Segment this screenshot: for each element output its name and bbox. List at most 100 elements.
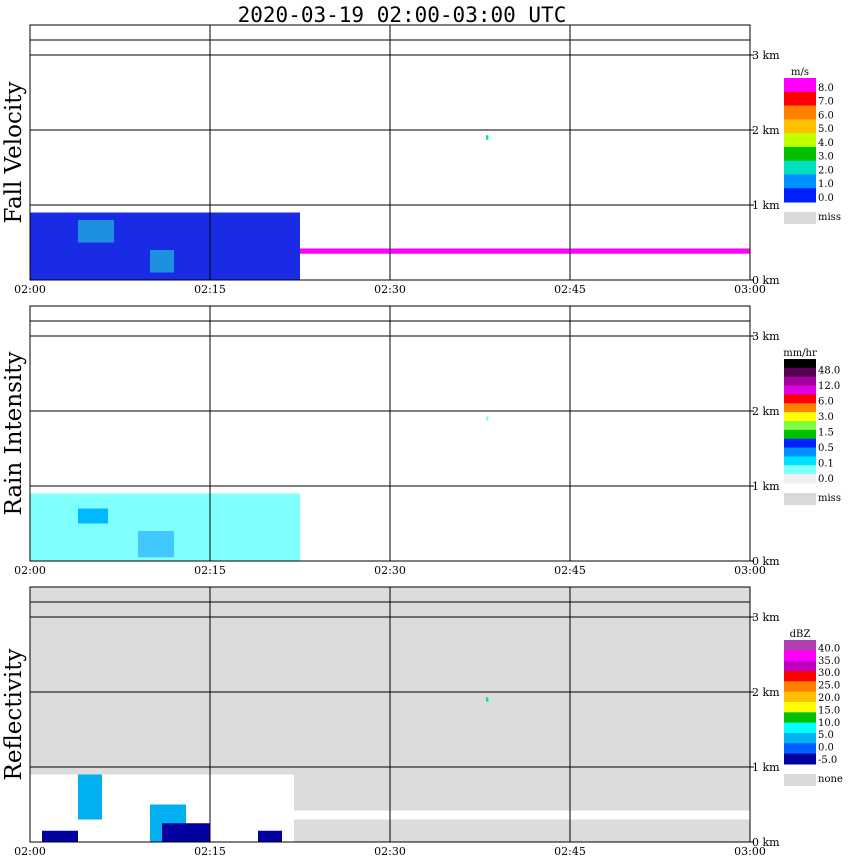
fall-velocity-data-cell-3: [300, 248, 750, 254]
rain-intensity-panel: 02:00 02:15 02:30 02:45 03:000 km 1 km 2 km 3 k…: [1, 305, 841, 577]
rain-intensity-data-cell-2: [138, 531, 174, 558]
reflectivity-legend-swatch-11: [784, 753, 816, 765]
reflectivity-legend-label-3: 25.0: [818, 681, 840, 692]
reflectivity-legend-swatch-5: [784, 691, 816, 703]
reflectivity-data-cell-6: [258, 830, 282, 842]
fall-velocity-legend-swatch-0: [784, 78, 816, 93]
reflectivity-x-tick-label-0: 02:00: [14, 845, 46, 858]
reflectivity-legend-label-0: 40.0: [818, 643, 840, 654]
reflectivity-legend-swatch-8: [784, 722, 816, 734]
reflectivity-legend-unit: dBZ: [790, 629, 811, 640]
rain-intensity-y-tick-label-3: 3 km: [752, 330, 780, 343]
rain-intensity-y-tick-label-1: 1 km: [752, 480, 780, 493]
rain-intensity-legend-label-5: 0.5: [818, 443, 834, 454]
rain-intensity-legend-swatch-3: [784, 385, 816, 395]
reflectivity-legend-swatch-0: [784, 640, 816, 651]
fall-velocity-legend-swatch-4: [784, 133, 816, 148]
reflectivity-y-tick-label-0: 0 km: [752, 836, 780, 849]
reflectivity-legend-swatch-4: [784, 681, 816, 693]
reflectivity-x-tick-label-1: 02:15: [194, 845, 226, 858]
reflectivity-x-tick-label-3: 02:45: [554, 845, 586, 858]
reflectivity-legend-swatch-7: [784, 712, 816, 724]
reflectivity-legend-label-7: 5.0: [818, 730, 834, 741]
rain-intensity-x-tick-label-4: 03:00: [734, 564, 766, 577]
reflectivity-legend-swatch-10: [784, 743, 816, 755]
reflectivity-legend-label-4: 20.0: [818, 693, 840, 704]
rain-intensity-legend-swatch-13: [784, 474, 816, 484]
fall-velocity-legend-swatch-8: [784, 188, 816, 203]
fall-velocity-x-tick-label-4: 03:00: [734, 283, 766, 296]
reflectivity-legend-swatch-3: [784, 671, 816, 682]
reflectivity-legend-swatch-6: [784, 702, 816, 713]
rain-intensity-x-tick-label-3: 02:45: [554, 564, 586, 577]
reflectivity-y-tick-label-2: 2 km: [752, 686, 780, 699]
reflectivity-legend-label-6: 10.0: [818, 718, 840, 729]
rain-intensity-legend-swatch-5: [784, 403, 816, 413]
rain-intensity-legend-label-0: 48.0: [818, 366, 840, 377]
rain-intensity-y-tick-label-0: 0 km: [752, 555, 780, 568]
reflectivity-legend-label-8: 0.0: [818, 743, 834, 754]
fall-velocity-legend-missing-swatch: [784, 212, 816, 224]
rain-intensity-legend-swatch-11: [784, 456, 816, 466]
fall-velocity-legend-unit: m/s: [791, 67, 809, 78]
fall-velocity-panel: 02:00 02:15 02:30 02:45 03:000 km 1 km 2 km 3 k…: [1, 24, 841, 296]
rain-intensity-legend-swatch-0: [784, 359, 816, 369]
reflectivity-legend-label-1: 35.0: [818, 656, 840, 667]
reflectivity-data-cell-7: [486, 697, 489, 702]
reflectivity-legend-swatch-1: [784, 650, 816, 662]
reflectivity-data-cell-2: [78, 774, 102, 820]
reflectivity-legend-label-2: 30.0: [818, 668, 840, 679]
rain-intensity-legend-swatch-9: [784, 438, 816, 449]
fall-velocity-frame: [29, 24, 751, 281]
rain-intensity-legend-label-7: 0.0: [818, 474, 834, 485]
rain-intensity-legend-swatch-10: [784, 447, 816, 457]
rain-intensity-legend-swatch-8: [784, 429, 816, 440]
fall-velocity-legend-label-3: 5.0: [818, 124, 834, 135]
rain-intensity-frame: [29, 305, 751, 562]
reflectivity-x-tick-label-2: 02:30: [374, 845, 406, 858]
fall-velocity-legend-swatch-2: [784, 105, 816, 120]
rain-intensity-legend-swatch-7: [784, 421, 816, 431]
reflectivity-legend-label-9: -5.0: [818, 755, 837, 766]
reflectivity-legend-missing-swatch: [784, 774, 816, 786]
fall-velocity-x-tick-label-0: 02:00: [14, 283, 46, 296]
fall-velocity-x-tick-label-3: 02:45: [554, 283, 586, 296]
rain-intensity-x-tick-label-0: 02:00: [14, 564, 46, 577]
reflectivity-y-tick-label-3: 3 km: [752, 611, 780, 624]
fall-velocity-legend-swatch-5: [784, 146, 816, 162]
fall-velocity-data-cell-2: [150, 250, 174, 273]
fall-velocity-data-cell-1: [78, 220, 114, 243]
reflectivity-legend-swatch-9: [784, 733, 816, 744]
fall-velocity-legend-swatch-3: [784, 119, 816, 134]
fall-velocity-legend-swatch-6: [784, 160, 816, 175]
rain-intensity-legend-missing-swatch: [784, 493, 816, 505]
fall-velocity-legend-label-7: 1.0: [818, 179, 834, 190]
fall-velocity-legend-label-5: 3.0: [818, 152, 834, 163]
rain-intensity-legend-swatch-6: [784, 412, 816, 422]
fall-velocity-legend-label-8: 0.0: [818, 193, 834, 204]
fall-velocity-legend-label-6: 2.0: [818, 165, 834, 176]
reflectivity-legend-swatch-2: [784, 660, 816, 672]
fall-velocity-x-tick-label-1: 02:15: [194, 283, 226, 296]
fall-velocity-legend-swatch-7: [784, 174, 816, 189]
reflectivity-legend: dBZ 40.0 35.030.0 25.020.015.0 10.05.0 0.0-5.…: [784, 629, 843, 786]
fall-velocity-legend-label-4: 4.0: [818, 138, 834, 149]
rain-intensity-x-tick-label-2: 02:30: [374, 564, 406, 577]
rain-intensity-legend-label-1: 12.0: [818, 381, 840, 392]
rain-intensity-panel-label: Rain Intensity: [1, 351, 27, 515]
fall-velocity-x-tick-label-2: 02:30: [374, 283, 406, 296]
fall-velocity-y-tick-label-2: 2 km: [752, 124, 780, 137]
fall-velocity-legend-swatch-1: [784, 91, 816, 107]
reflectivity-x-tick-label-4: 03:00: [734, 845, 766, 858]
fall-velocity-panel-label: Fall Velocity: [1, 82, 27, 224]
panels: 02:00 02:15 02:30 02:45 03:000 km1 km2 km3 k…: [1, 24, 843, 858]
fall-velocity-legend: m/s 8.0 7.0 6.0 5.0 4.0 3.0 2.0 1.0 0.0 miss: [784, 67, 841, 224]
rain-intensity-legend-label-4: 1.5: [818, 428, 834, 439]
rain-intensity-legend-missing-label: miss: [818, 493, 841, 504]
fall-velocity-y-tick-label-3: 3 km: [752, 49, 780, 62]
rain-intensity-legend-swatch-12: [784, 465, 816, 475]
rain-intensity-legend-swatch-2: [784, 376, 816, 387]
rain-intensity-legend-label-6: 0.1: [818, 459, 834, 470]
